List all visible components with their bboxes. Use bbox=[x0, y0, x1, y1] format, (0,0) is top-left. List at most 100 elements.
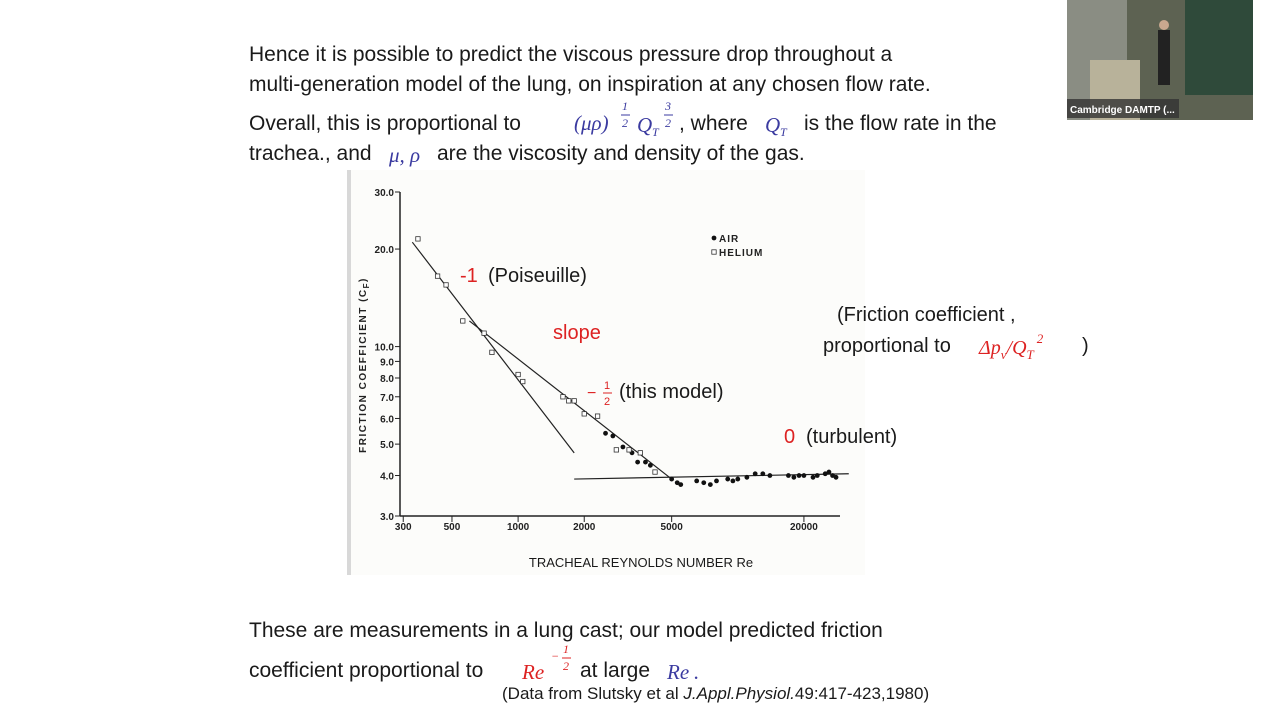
math: 2 bbox=[1037, 331, 1044, 346]
point bbox=[725, 476, 731, 482]
annotation: (Friction coefficient , bbox=[837, 304, 1016, 326]
x-axis-label: TRACHEAL REYNOLDS NUMBER Re bbox=[529, 555, 753, 570]
y-tick-label: 10.0 bbox=[375, 343, 395, 354]
point bbox=[620, 444, 626, 450]
point bbox=[752, 471, 758, 477]
intro-line: multi-generation model of the lung, on i… bbox=[249, 73, 931, 96]
math: μ, ρ bbox=[388, 143, 420, 167]
math: (μρ) bbox=[574, 111, 609, 135]
legend-label: HELIUM bbox=[719, 248, 763, 259]
point bbox=[767, 473, 773, 478]
point bbox=[481, 330, 487, 336]
scan-edge bbox=[347, 170, 351, 575]
annotation: proportional to bbox=[823, 335, 951, 357]
y-tick-label: 20.0 bbox=[375, 245, 395, 256]
y-tick-label: 30.0 bbox=[375, 188, 395, 199]
point bbox=[610, 433, 616, 439]
y-axis-label-text: ) bbox=[358, 277, 369, 282]
point bbox=[603, 430, 608, 436]
webcam: Cambridge DAMTP (... bbox=[1067, 0, 1253, 120]
math: T bbox=[780, 125, 788, 139]
line-text: are the viscosity and density of the gas… bbox=[437, 142, 805, 165]
x-tick-label: 1000 bbox=[507, 522, 530, 533]
y-axis-label: FRICTION COEFFICIENT (CF) bbox=[358, 277, 371, 453]
annotation: (this model) bbox=[619, 381, 723, 403]
chart: 3.0 4.0 5.0 6.0 7.0 8.0 9.0 10.0 20.0 30.0 300 500 1… bbox=[358, 188, 849, 570]
math: 2 bbox=[665, 116, 671, 130]
overall-text: , where bbox=[679, 112, 748, 135]
point bbox=[814, 473, 820, 478]
point bbox=[489, 349, 495, 355]
bottom-text: coefficient proportional to bbox=[249, 659, 483, 682]
point bbox=[415, 236, 421, 242]
y-tick-label: 9.0 bbox=[380, 357, 394, 368]
x-tick-label: 20000 bbox=[790, 522, 818, 533]
math: Re bbox=[521, 660, 544, 684]
legend-label: AIR bbox=[719, 234, 739, 245]
math: T bbox=[1027, 347, 1035, 362]
point bbox=[694, 478, 700, 484]
point bbox=[443, 282, 449, 288]
point bbox=[786, 473, 791, 478]
point bbox=[581, 411, 587, 417]
math: Re bbox=[666, 660, 689, 684]
math: 3 bbox=[664, 99, 671, 113]
x-tick-label: 500 bbox=[444, 522, 461, 533]
point bbox=[714, 478, 719, 484]
citation-journal: J.Appl.Physiol. bbox=[682, 684, 795, 703]
webcam-label-bg bbox=[1067, 99, 1179, 118]
annotation: slope bbox=[553, 322, 601, 344]
x-tick-label: 300 bbox=[395, 522, 412, 533]
math: T bbox=[652, 125, 660, 139]
x-tick-label: 5000 bbox=[661, 522, 684, 533]
point bbox=[701, 480, 707, 486]
legend-marker bbox=[711, 249, 717, 255]
webcam-person bbox=[1158, 30, 1170, 85]
point bbox=[515, 371, 521, 378]
math: 1 bbox=[563, 642, 569, 656]
point bbox=[652, 469, 658, 475]
annotation: 2 bbox=[604, 396, 610, 408]
math: Q bbox=[765, 113, 780, 137]
point bbox=[674, 480, 680, 486]
math: . bbox=[694, 660, 699, 684]
math: Q bbox=[637, 113, 652, 137]
citation-text: 49:417-423,1980) bbox=[795, 684, 929, 703]
bottom-text: at large bbox=[580, 659, 650, 682]
math: /Q bbox=[1006, 337, 1028, 359]
annotation: (Poiseuille) bbox=[488, 265, 587, 287]
webcam-board bbox=[1185, 0, 1253, 95]
point bbox=[678, 482, 684, 488]
point bbox=[735, 476, 741, 482]
annotation: Δpv/QT2 bbox=[978, 331, 1044, 362]
point bbox=[571, 398, 577, 404]
point bbox=[760, 471, 766, 477]
math: − bbox=[551, 649, 559, 663]
point bbox=[707, 482, 713, 488]
y-tick-label: 4.0 bbox=[380, 472, 394, 483]
intro-line: Hence it is possible to predict the visc… bbox=[249, 43, 893, 66]
overall-text: is the flow rate in the bbox=[804, 112, 997, 135]
point bbox=[643, 459, 648, 465]
point bbox=[460, 318, 466, 324]
y-axis-label-sub: F bbox=[362, 282, 371, 288]
point bbox=[796, 473, 802, 478]
annotation: ) bbox=[1082, 335, 1089, 357]
point bbox=[434, 273, 441, 279]
math: 1 bbox=[622, 99, 628, 113]
annotation: 0 bbox=[784, 426, 795, 448]
chart-scan bbox=[347, 170, 865, 575]
point bbox=[626, 447, 632, 453]
y-tick-label: 5.0 bbox=[380, 440, 394, 451]
point bbox=[613, 447, 619, 453]
bottom-text: These are measurements in a lung cast; o… bbox=[249, 619, 883, 642]
webcam-head bbox=[1159, 20, 1169, 30]
point bbox=[560, 394, 566, 400]
point bbox=[810, 474, 816, 480]
y-tick-label: 3.0 bbox=[380, 512, 394, 523]
x-tick-label: 2000 bbox=[573, 522, 596, 533]
point bbox=[594, 413, 601, 419]
annotation: (turbulent) bbox=[806, 426, 897, 448]
math: 2 bbox=[622, 116, 628, 130]
